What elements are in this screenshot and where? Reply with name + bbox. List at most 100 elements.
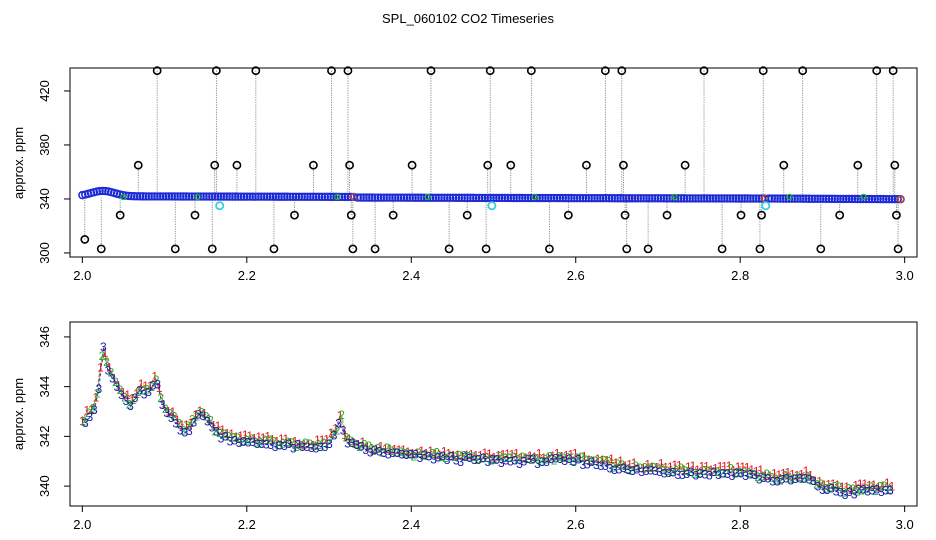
series-marker-2: 2 — [818, 477, 825, 491]
series-marker-2: 2 — [858, 484, 865, 498]
data-point — [547, 193, 556, 203]
data-point — [796, 194, 805, 203]
series-marker-3: 3 — [186, 424, 193, 438]
series-marker-1: 1 — [653, 460, 660, 474]
series-marker-2: 2 — [221, 427, 228, 441]
series-marker-2: 2 — [768, 470, 775, 484]
series-marker-2: 2 — [343, 430, 350, 444]
outlier-point — [251, 66, 261, 76]
series-marker-1: 1 — [147, 379, 154, 393]
series-marker-1: 1 — [377, 440, 384, 454]
series-marker-2: 2 — [655, 461, 662, 475]
data-point — [749, 194, 758, 203]
bottom-x-tick-label: 2.4 — [402, 517, 420, 532]
series-marker-2: 2 — [266, 433, 273, 447]
data-point — [645, 194, 654, 203]
series-marker-2: 2 — [845, 481, 852, 495]
series-marker-1: 1 — [875, 480, 882, 494]
series-marker-2: 2 — [533, 451, 540, 465]
series-marker-2: 2 — [696, 467, 703, 481]
data-point — [538, 193, 547, 203]
bottom-x-tick-label: 3.0 — [896, 517, 914, 532]
series-marker-3: 3 — [145, 385, 152, 399]
data-point — [257, 192, 266, 201]
series-marker-3: 3 — [462, 450, 469, 464]
data-point — [544, 193, 553, 203]
top-panel: 2.0 2.2 2.4 2.6 2.8 3.0 300 340 380 420 approx. … — [11, 66, 918, 283]
series-marker-1: 1 — [685, 460, 692, 474]
outlier-point — [617, 66, 627, 76]
series-marker-3: 3 — [548, 452, 555, 466]
data-point — [518, 193, 527, 203]
series-marker-3: 3 — [466, 451, 473, 465]
data-point — [210, 192, 220, 201]
outlier-point — [343, 66, 353, 76]
data-point — [297, 192, 306, 201]
outlier-point — [327, 66, 336, 76]
series-marker-3: 3 — [760, 471, 767, 485]
data-point — [515, 193, 524, 203]
series-marker-1: 1 — [613, 456, 620, 470]
series-marker-2: 2 — [130, 393, 137, 407]
data-point — [893, 195, 902, 204]
series-marker-2: 2 — [433, 446, 440, 460]
series-marker-3: 3 — [806, 472, 813, 486]
data-point — [743, 194, 752, 203]
series-marker-1: 1 — [766, 469, 773, 483]
series-marker-3: 3 — [629, 464, 636, 478]
series-marker-2: 2 — [510, 450, 517, 464]
series-marker-2: 2 — [497, 449, 504, 463]
series-marker-1: 1 — [762, 469, 769, 483]
outlier-point — [210, 160, 220, 170]
series-line-1 — [81, 351, 893, 491]
series-marker-2: 2 — [216, 426, 223, 440]
series-marker-2: 2 — [393, 445, 400, 459]
series-marker-2: 2 — [637, 461, 644, 475]
data-point — [697, 194, 706, 203]
series-marker-2: 2 — [795, 470, 802, 484]
data-point — [624, 194, 634, 203]
bottom-y-axis-label: approx. ppm — [11, 378, 26, 450]
series-marker-1: 1 — [604, 454, 611, 468]
series-marker-3: 3 — [417, 451, 424, 465]
bottom-series-markers: 1111111111111111111111111111111111111111… — [79, 340, 896, 502]
series-marker-1: 1 — [197, 404, 204, 418]
series-marker-1: 1 — [459, 449, 466, 463]
outlier-point — [662, 210, 672, 220]
data-point — [633, 194, 643, 203]
data-point — [807, 194, 817, 203]
data-point — [225, 192, 234, 201]
data-point — [362, 193, 371, 202]
series-marker-1: 1 — [798, 468, 805, 482]
data-point — [208, 192, 217, 201]
series-marker-3: 3 — [765, 471, 772, 485]
series-marker-3: 3 — [720, 466, 727, 480]
series-marker-2: 2 — [578, 450, 585, 464]
series-marker-3: 3 — [109, 372, 116, 386]
data-point — [842, 194, 851, 204]
data-point — [584, 193, 593, 203]
series-marker-1: 1 — [658, 457, 665, 471]
outlier-point — [779, 160, 789, 170]
series-marker-1: 1 — [595, 452, 602, 466]
data-point — [781, 194, 791, 203]
series-marker-1: 1 — [233, 430, 240, 444]
data-point — [682, 194, 692, 203]
data-point — [776, 194, 785, 203]
data-point — [248, 192, 257, 201]
data-point — [870, 194, 880, 204]
series-marker-2: 2 — [750, 468, 757, 482]
top-spike-lines — [84, 70, 899, 249]
outlier-point — [816, 244, 826, 254]
series-marker-2: 2 — [189, 412, 196, 426]
data-point — [549, 193, 559, 203]
outlier-point — [893, 244, 903, 254]
data-point — [779, 194, 788, 203]
series-marker-2: 2 — [184, 419, 191, 433]
series-marker-1: 1 — [644, 457, 651, 471]
series-marker-3: 3 — [837, 486, 844, 500]
series-marker-2: 2 — [854, 485, 861, 499]
series-marker-2: 2 — [406, 447, 413, 461]
outlier-point — [485, 66, 495, 76]
series-marker-3: 3 — [602, 459, 609, 473]
